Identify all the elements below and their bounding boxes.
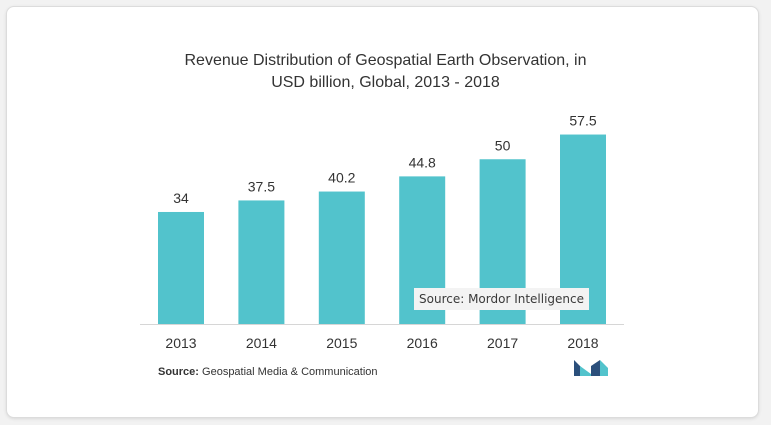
- data-label-2018: 57.5: [569, 113, 596, 129]
- chart-card: [6, 6, 759, 418]
- data-label-2013: 34: [173, 190, 189, 206]
- source-text: Geospatial Media & Communication: [198, 366, 378, 378]
- chart-title: Revenue Distribution of Geospatial Earth…: [0, 50, 771, 94]
- chart-title-line-2: USD billion, Global, 2013 - 2018: [271, 74, 500, 91]
- source-note: Source: Geospatial Media & Communication: [158, 366, 378, 378]
- bar-2014: [238, 200, 285, 324]
- watermark-label: Source: Mordor Intelligence: [414, 288, 590, 310]
- data-label-2015: 40.2: [328, 170, 355, 186]
- x-tick-label-2016: 2016: [407, 335, 438, 351]
- chart-title-line-1: Revenue Distribution of Geospatial Earth…: [184, 52, 587, 69]
- data-label-2014: 37.5: [248, 178, 275, 194]
- x-tick-label-2018: 2018: [567, 335, 598, 351]
- source-label: Source:: [158, 366, 199, 378]
- mordor-intelligence-logo-icon: [574, 360, 608, 376]
- x-tick-label-2014: 2014: [246, 335, 277, 351]
- x-tick-label-2015: 2015: [326, 335, 357, 351]
- data-label-2017: 50: [495, 137, 511, 153]
- data-label-2016: 44.8: [409, 154, 436, 170]
- bar-2013: [158, 211, 204, 324]
- bar-2015: [318, 191, 365, 324]
- x-tick-label-2017: 2017: [487, 335, 518, 351]
- x-tick-label-2013: 2013: [165, 335, 196, 351]
